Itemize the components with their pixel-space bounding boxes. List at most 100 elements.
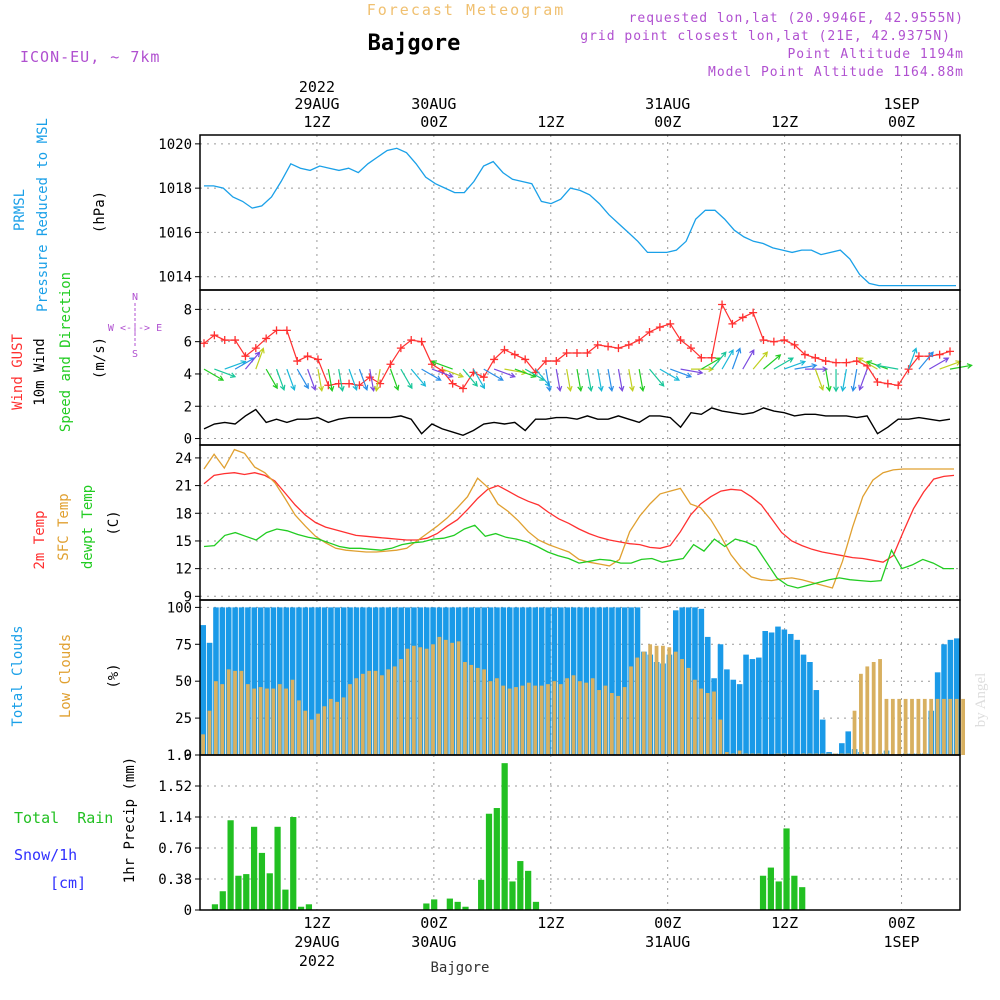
gust-marker — [220, 336, 229, 345]
wind-direction-arrow — [659, 368, 681, 381]
wind-direction-arrow — [907, 347, 918, 370]
gust-marker — [490, 355, 499, 364]
low-clouds-bar — [673, 651, 678, 755]
low-clouds-bar — [469, 664, 474, 755]
wind-direction-arrow — [918, 351, 934, 370]
low-clouds-bar — [258, 687, 263, 755]
gust-marker — [459, 384, 468, 393]
gust-marker — [510, 350, 519, 359]
gust-marker — [614, 344, 623, 353]
total-clouds-bar — [334, 607, 341, 755]
gust-marker — [697, 353, 706, 362]
wind-direction-arrow — [410, 368, 427, 387]
wind-direction-arrow — [597, 369, 604, 393]
bottom-axis-label: 00Z — [888, 914, 915, 932]
low-clouds-bar — [405, 648, 410, 755]
total-clouds-bar — [768, 632, 775, 755]
rain-bar — [493, 808, 500, 910]
low-clouds-bar — [309, 719, 314, 755]
temp-y-tick-label: 21 — [175, 479, 192, 495]
rain-bar — [791, 875, 798, 910]
low-clouds-bar — [724, 752, 729, 755]
low-clouds-bar — [712, 691, 716, 755]
top-axis-label: 29AUG — [294, 95, 339, 113]
gust-marker — [386, 360, 395, 369]
wind-direction-arrow — [203, 368, 225, 381]
snow-label: Snow/1h — [14, 846, 77, 864]
low-clouds-bar — [609, 693, 614, 755]
gust-marker — [749, 308, 758, 317]
low-clouds-bar — [392, 666, 397, 755]
total-clouds-bar — [583, 607, 590, 755]
gust-marker — [562, 348, 571, 357]
rain-bar — [525, 870, 532, 910]
low-clouds-bar — [910, 698, 914, 755]
low-clouds-bar — [424, 648, 429, 755]
low-clouds-bar — [935, 698, 940, 755]
gust-marker — [417, 337, 426, 346]
total-clouds-bar — [264, 607, 270, 755]
pressure-msl-label: Pressure Reduced to MSL — [35, 118, 51, 312]
compass-south: S — [132, 349, 138, 360]
wind-direction-arrow — [784, 360, 807, 370]
gust-marker — [282, 326, 291, 335]
total-clouds-bar — [308, 607, 315, 755]
low-clouds-bar — [380, 675, 384, 755]
low-clouds-bar — [316, 713, 320, 755]
clouds-panel-labels: Total Clouds Low Clouds (%) — [10, 625, 122, 726]
clouds-y-tick-label: 75 — [175, 637, 192, 653]
temp-dewpt-line — [203, 524, 954, 589]
snow-unit-label: [cm] — [50, 874, 86, 892]
low-clouds-bar — [252, 688, 257, 755]
top-axis-label: 00Z — [420, 113, 447, 131]
precip-y-tick-label: 1.52 — [158, 779, 192, 795]
wind-direction-arrow — [338, 369, 345, 393]
total-clouds-bar — [596, 607, 602, 755]
rain-bar — [759, 875, 767, 910]
gust-marker — [718, 300, 727, 309]
wind-direction-arrow — [825, 369, 832, 393]
wind-direction-arrow — [555, 369, 563, 393]
total-clouds-bar — [845, 731, 852, 755]
wind-direction-arrow — [858, 368, 868, 391]
total-clouds-bar — [947, 639, 954, 755]
low-clouds-bar — [539, 685, 544, 755]
wind-direction-arrow — [327, 369, 335, 393]
low-clouds-bar — [718, 719, 723, 755]
rain-bar — [219, 891, 226, 910]
total-clouds-bar — [756, 657, 762, 755]
point-altitude: Point Altitude 1194m — [787, 47, 964, 62]
wind-y-tick-label: 4 — [184, 367, 192, 383]
gust-marker — [365, 373, 374, 382]
panel-frame — [199, 134, 961, 291]
temp-2m-label: 2m Temp — [32, 510, 48, 569]
total-clouds-bar — [219, 607, 226, 755]
rain-bar — [799, 887, 806, 910]
gust-marker — [769, 337, 778, 346]
gust-marker — [894, 381, 903, 390]
temp-2m-line — [203, 472, 955, 563]
wind-direction-arrow — [638, 369, 646, 393]
clouds-y-tick-label: 0 — [184, 748, 192, 764]
temp-y-tick-label: 15 — [175, 534, 192, 550]
rain-bar — [775, 881, 782, 910]
low-clouds-bar — [367, 670, 372, 755]
precip-y-tick-label: 1.14 — [158, 810, 192, 826]
gust-marker — [251, 344, 260, 353]
low-clouds-bar — [533, 685, 538, 755]
pressure-line — [204, 147, 956, 287]
wind-direction-arrow — [421, 368, 442, 381]
total-clouds-bar — [283, 607, 290, 755]
precip-unit: 1hr Precip (mm) — [122, 757, 138, 883]
low-clouds-bar — [220, 684, 225, 755]
temp-y-tick-label: 12 — [175, 562, 192, 578]
total-clouds-bar — [762, 631, 769, 755]
rain-bar — [250, 826, 258, 910]
gust-marker — [707, 353, 716, 362]
total-clouds-bar — [315, 607, 321, 755]
low-clouds-bar — [277, 684, 282, 755]
low-clouds-bar — [616, 695, 621, 755]
gust-marker — [272, 326, 281, 335]
total-clouds-bar — [321, 607, 328, 755]
gust-marker — [241, 352, 250, 361]
